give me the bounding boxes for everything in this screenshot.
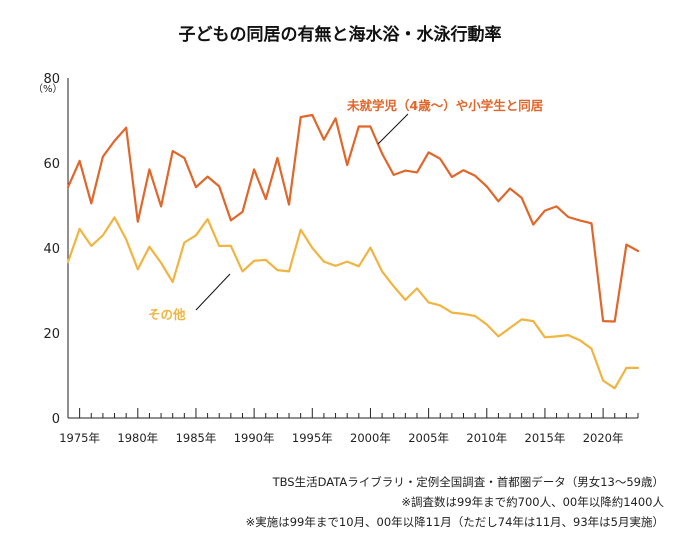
label-leader-b <box>195 273 231 311</box>
footnote-sample-size: ※調査数は99年まで約700人、00年以降約1400人 <box>401 495 664 509</box>
x-tick-labels: 1975年 1980年 1985年 1990年 1995年 2000年 2005年 2010年… <box>59 431 623 445</box>
chart-title: 子どもの同居の有無と海水浴・水泳行動率 <box>179 24 502 45</box>
x-tick-label: 1975年 <box>59 431 100 445</box>
x-tick-label: 2010年 <box>466 431 507 445</box>
y-tick-label: 60 <box>43 157 60 172</box>
y-tick-label: 80 <box>43 72 60 87</box>
series-lines <box>66 113 640 390</box>
y-tick-label: 40 <box>43 242 60 257</box>
series-label-a: 未就学児（4歳～）や小学生と同居 <box>346 98 543 113</box>
y-unit-label: （%） <box>33 83 63 95</box>
x-minor-ticks <box>67 408 639 418</box>
y-tick-label: 0 <box>52 412 60 427</box>
x-tick-label: 2000年 <box>350 431 391 445</box>
series-line-other <box>66 216 640 390</box>
x-tick-label: 1980年 <box>117 431 158 445</box>
y-tick-labels: 0 20 40 60 80 <box>43 72 60 427</box>
x-tick-label: 2005年 <box>408 431 449 445</box>
x-tick-label: 2015年 <box>525 431 566 445</box>
label-leader-a <box>377 113 409 145</box>
y-tick-label: 20 <box>43 327 60 342</box>
series-line-with-children <box>66 113 640 323</box>
footnote-source: TBS生活DATAライブラリ・定例全国調査・首都圏データ（男女13～59歳） <box>272 475 664 489</box>
series-label-b: その他 <box>148 307 186 322</box>
x-tick-label: 2020年 <box>583 431 624 445</box>
x-tick-label: 1990年 <box>234 431 275 445</box>
x-tick-label: 1985年 <box>176 431 217 445</box>
x-tick-label: 1995年 <box>292 431 333 445</box>
footnote-survey-timing: ※実施は99年まで10月、00年以降11月（ただし74年は11月、93年は5月実… <box>246 515 664 529</box>
